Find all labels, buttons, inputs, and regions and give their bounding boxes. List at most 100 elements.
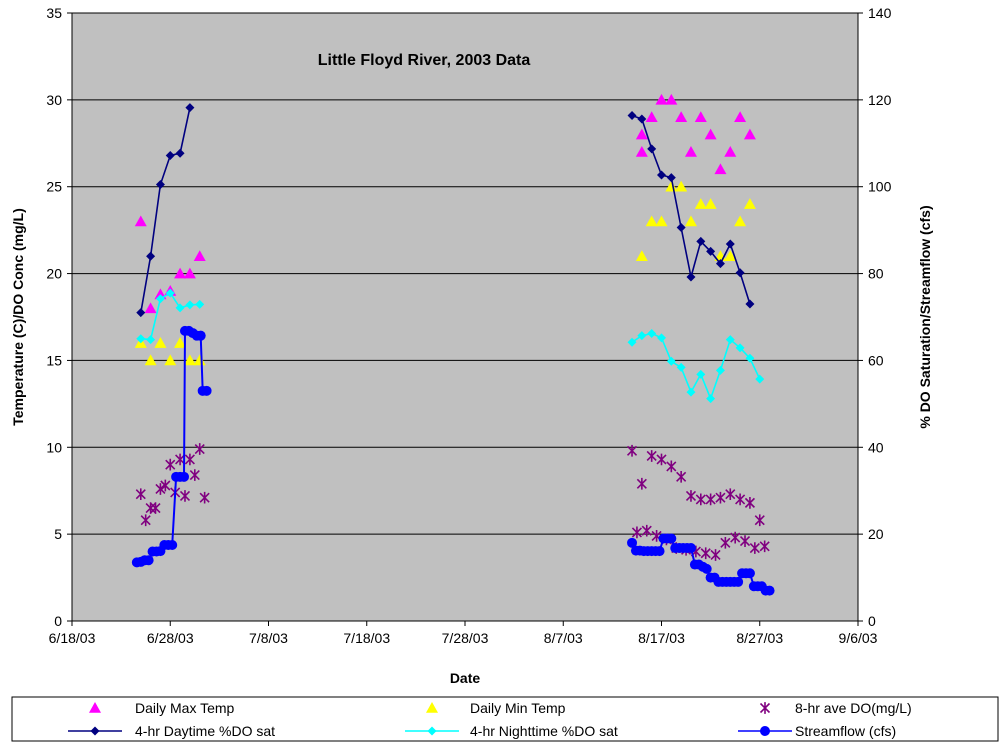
data-point xyxy=(646,450,657,462)
data-point xyxy=(185,103,195,113)
legend-marker xyxy=(759,702,771,714)
y-right-tick-label: 140 xyxy=(868,5,892,21)
data-point xyxy=(744,568,755,579)
data-point xyxy=(635,128,648,140)
data-point xyxy=(749,542,760,554)
data-point xyxy=(631,526,643,539)
data-point xyxy=(720,536,731,549)
data-point xyxy=(743,128,756,140)
data-point xyxy=(155,180,165,190)
data-point xyxy=(647,144,657,154)
data-point xyxy=(656,453,667,466)
y-left-tick-label: 10 xyxy=(46,439,62,455)
legend-item: 4-hr Nighttime %DO sat xyxy=(405,723,618,739)
series-layer xyxy=(131,93,775,596)
data-point xyxy=(676,362,686,372)
data-point xyxy=(739,535,751,547)
legend-marker xyxy=(426,702,438,713)
data-point xyxy=(704,198,717,209)
data-point xyxy=(730,531,741,544)
axes xyxy=(67,12,863,626)
data-point xyxy=(700,547,711,560)
legend-marker xyxy=(427,726,437,736)
data-point xyxy=(164,354,177,366)
legend-item: 8-hr ave DO(mg/L) xyxy=(759,700,912,716)
data-point xyxy=(636,477,647,490)
data-point xyxy=(734,111,747,123)
data-point xyxy=(174,267,187,279)
data-point xyxy=(676,470,687,483)
data-point xyxy=(150,502,161,514)
data-point xyxy=(710,549,721,561)
data-point xyxy=(175,303,185,313)
x-axis-title: Date xyxy=(450,670,481,686)
data-point xyxy=(754,514,765,527)
y-axis-left-title: Temperature (C)/DO Conc (mg/L) xyxy=(10,208,26,426)
y-left-tick-label: 25 xyxy=(46,179,62,195)
data-point xyxy=(725,335,735,345)
data-point xyxy=(174,337,187,348)
data-point xyxy=(627,110,637,120)
y-right-tick-label: 0 xyxy=(868,613,876,629)
y-right-tick-label: 20 xyxy=(868,526,884,542)
x-tick-label: 9/6/03 xyxy=(839,630,878,646)
legend-marker xyxy=(760,726,770,736)
data-point xyxy=(654,546,665,557)
data-point xyxy=(734,215,747,227)
data-point xyxy=(696,236,706,246)
legend-item: 4-hr Daytime %DO sat xyxy=(68,723,275,739)
data-point xyxy=(165,150,175,160)
y-left-tick-label: 20 xyxy=(46,266,62,282)
data-point xyxy=(759,540,770,553)
x-tick-label: 7/18/03 xyxy=(343,630,390,646)
series-4 xyxy=(136,288,765,404)
data-point xyxy=(706,246,716,256)
tick-labels: 0 5 10 15 20 25 30 35 0 20 40 60 80 100 120 140 6/18/03 6… xyxy=(46,5,891,646)
data-point xyxy=(745,299,755,309)
data-point xyxy=(165,458,176,471)
data-point xyxy=(143,555,154,566)
data-point xyxy=(655,93,668,105)
data-point xyxy=(724,250,737,261)
series-3 xyxy=(136,103,755,318)
x-tick-label: 8/17/03 xyxy=(638,630,685,646)
data-point xyxy=(666,173,676,183)
data-point xyxy=(195,299,205,309)
legend-item: Daily Max Temp xyxy=(89,700,235,716)
data-point xyxy=(179,471,190,482)
legend-label: 4-hr Nighttime %DO sat xyxy=(470,723,618,739)
y-right-tick-label: 100 xyxy=(868,179,892,195)
data-point xyxy=(675,180,688,192)
x-tick-label: 7/28/03 xyxy=(442,630,489,646)
x-tick-label: 7/8/03 xyxy=(249,630,288,646)
data-point xyxy=(686,272,696,282)
data-point xyxy=(167,540,178,550)
data-point xyxy=(637,331,647,341)
data-point xyxy=(764,585,775,596)
data-point xyxy=(704,128,717,140)
legend-label: Streamflow (cfs) xyxy=(795,723,896,739)
data-point xyxy=(155,483,166,495)
x-tick-label: 8/7/03 xyxy=(544,630,583,646)
data-point xyxy=(635,250,648,261)
data-point xyxy=(724,145,737,157)
data-point xyxy=(193,250,206,261)
data-point xyxy=(665,180,678,192)
data-point xyxy=(641,524,652,537)
data-point xyxy=(193,354,206,366)
data-point xyxy=(745,353,755,363)
data-point xyxy=(715,259,725,269)
data-point xyxy=(155,294,165,304)
data-point xyxy=(134,215,147,227)
data-point xyxy=(635,145,648,157)
data-point xyxy=(647,329,657,339)
data-point xyxy=(165,288,175,298)
data-point xyxy=(199,491,210,504)
data-point xyxy=(144,354,157,366)
data-point xyxy=(655,215,668,227)
data-point xyxy=(183,267,196,279)
data-point xyxy=(645,111,658,123)
data-point xyxy=(195,330,206,341)
data-point xyxy=(194,443,205,455)
legend-item: Daily Min Temp xyxy=(426,700,566,716)
